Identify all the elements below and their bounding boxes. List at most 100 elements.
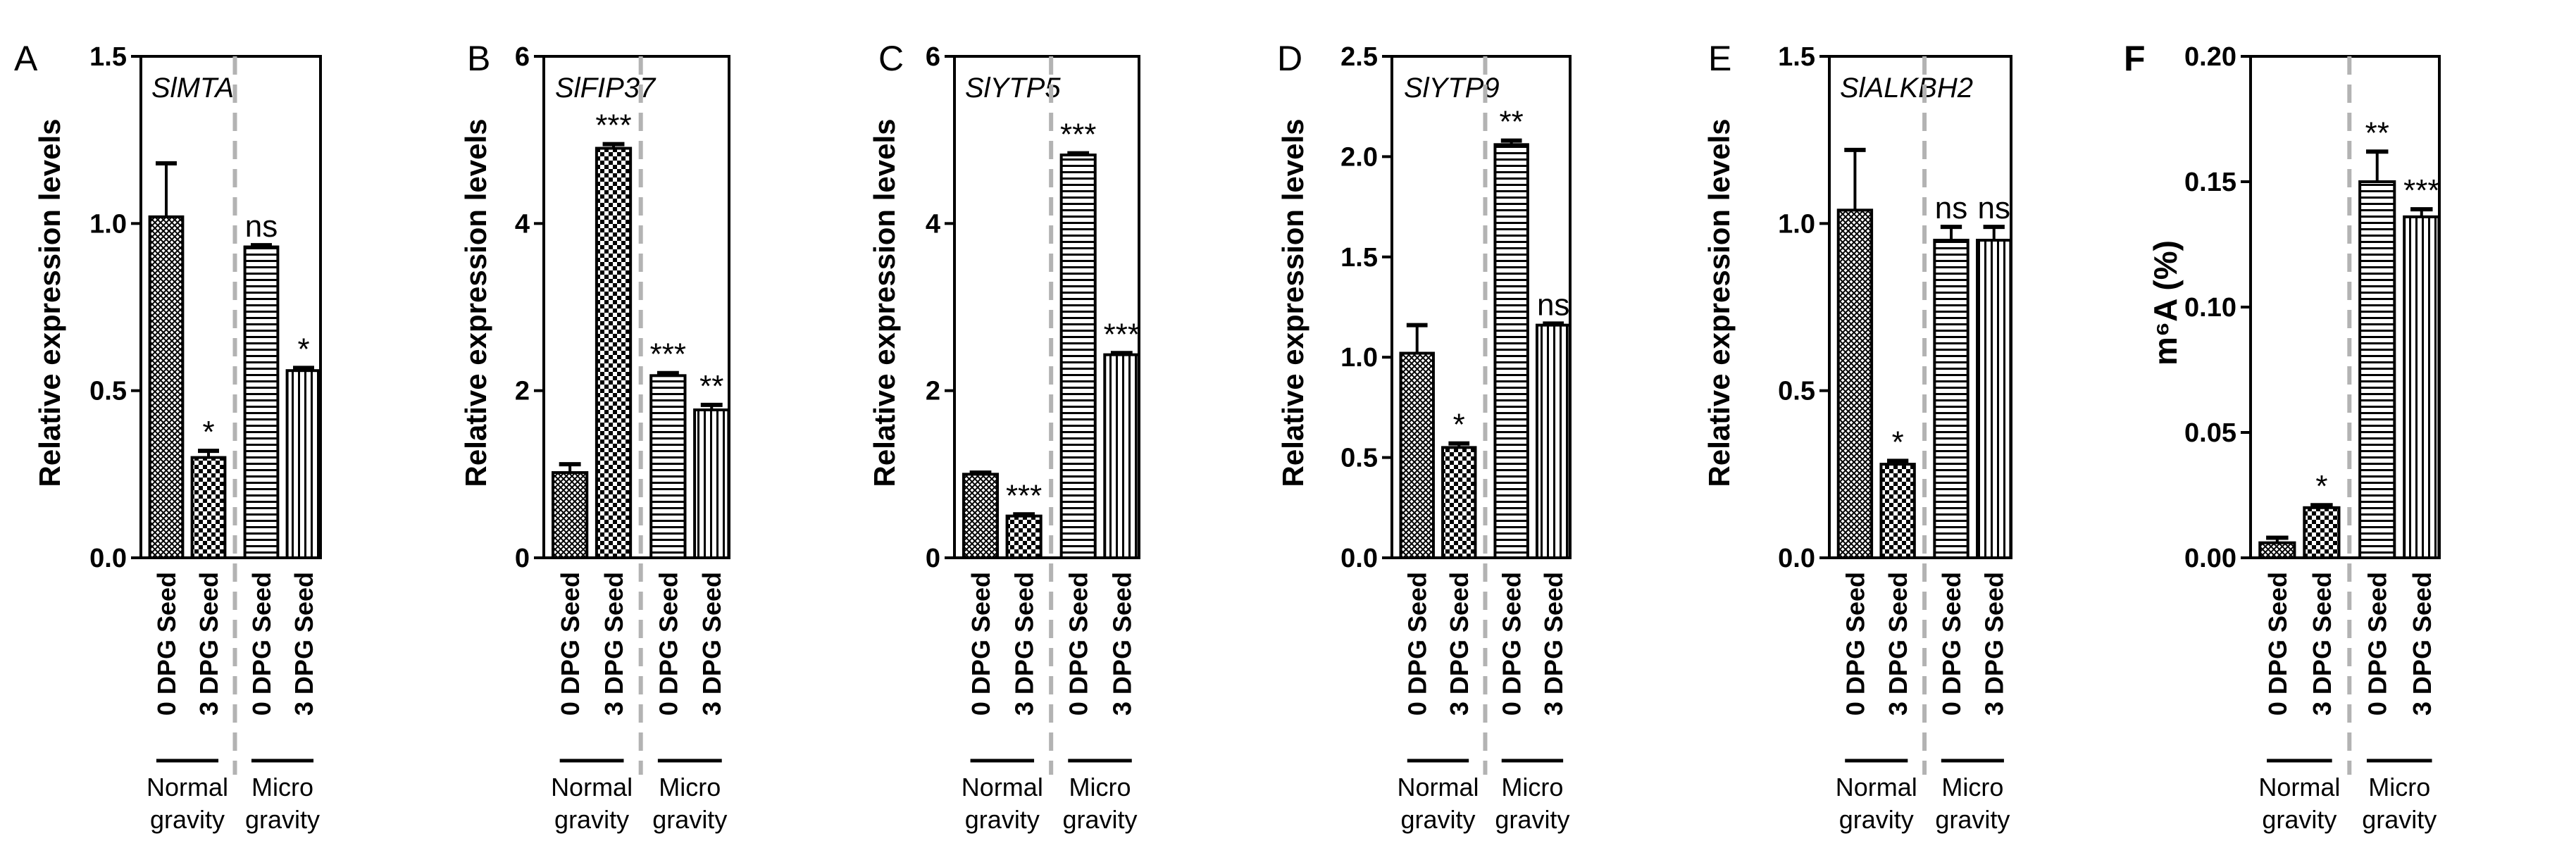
panel-f-category-label-normal-0dpg: 0 DPG Seed	[2263, 572, 2292, 716]
panel-d-group-label-micro-line1: Micro	[1501, 773, 1563, 801]
panel-c: C Relative expression levels SlYTP5 0 2 4 6…	[868, 39, 1140, 834]
panel-a: A Relative expression levels SlMTA 0.0 0.…	[14, 39, 322, 834]
panel-b-ytick-label: 4	[515, 209, 530, 239]
panel-a-ytick-label: 0.5	[89, 377, 127, 406]
panel-c-significance-micro-0dpg: ***	[1060, 118, 1096, 152]
panel-e-ylabel: Relative expression levels	[1703, 119, 1736, 487]
panel-f-significance-normal-3dpg: *	[2315, 469, 2327, 504]
panel-c-ylabel: Relative expression levels	[868, 119, 901, 487]
panel-d-category-label-normal-0dpg: 0 DPG Seed	[1403, 572, 1432, 716]
panel-f-group-label-micro-line1: Micro	[2368, 773, 2430, 801]
panel-f-bar-normal-3dpg	[2303, 506, 2341, 559]
panel-a-significance-normal-3dpg: *	[202, 415, 214, 449]
panel-e-group-label-micro-line1: Micro	[1941, 773, 2003, 801]
panel-d-bar-normal-0dpg	[1399, 351, 1435, 559]
panel-d: D Relative expression levels SlYTP9 0.00…	[1276, 39, 1572, 834]
panel-f-ylabel: m⁶A (%)	[2147, 240, 2184, 366]
panel-d-ytick-label: 2.0	[1340, 142, 1378, 172]
panel-b-category-label-micro-3dpg: 3 DPG Seed	[697, 572, 726, 716]
panel-a-significance-micro-0dpg: ns	[245, 209, 278, 244]
panel-f-ytick-label: 0.15	[2184, 168, 2236, 197]
panel-b-bar-normal-0dpg	[551, 470, 589, 560]
panel-e-bar-micro-3dpg	[1976, 239, 2012, 559]
panel-a-category-label-normal-3dpg: 3 DPG Seed	[194, 572, 223, 716]
panel-b-group-label-normal-line2: gravity	[554, 805, 629, 834]
panel-a-ytick-label: 1.0	[89, 209, 127, 239]
panel-a-letter: A	[14, 39, 38, 78]
panel-e-letter: E	[1708, 39, 1731, 78]
panel-b-category-label-micro-0dpg: 0 DPG Seed	[654, 572, 683, 716]
panel-b: B Relative expression levels SlFIP37 024…	[459, 39, 730, 834]
panel-f-significance-micro-0dpg: **	[2365, 116, 2389, 150]
panel-c-group-label-micro-line2: gravity	[1063, 805, 1138, 834]
panel-d-bar-micro-3dpg	[1535, 323, 1572, 559]
panel-f-ytick-label: 0.20	[2184, 42, 2236, 72]
panel-e-title: SlALKBH2	[1840, 73, 1973, 104]
panel-f-ytick-label: 0.10	[2184, 293, 2236, 323]
panel-b-group-label-normal-line1: Normal	[551, 773, 633, 801]
panel-e-ytick-label: 1.0	[1778, 209, 1815, 239]
panel-c-ytick-label: 0	[926, 544, 940, 573]
panel-d-bar-micro-0dpg	[1493, 143, 1529, 559]
panel-a-group-label-normal-line1: Normal	[147, 773, 228, 801]
panel-e-group-label-micro-line2: gravity	[1935, 805, 2010, 834]
panel-a-ylabel: Relative expression levels	[33, 119, 66, 487]
panel-e-bar-normal-0dpg	[1836, 208, 1874, 559]
panel-a-group-label-normal-line2: gravity	[150, 805, 225, 834]
panel-a-title: SlMTA	[151, 73, 234, 104]
panel-c-significance-micro-3dpg: ***	[1104, 317, 1140, 351]
panel-e-significance-micro-3dpg: ns	[1977, 191, 2010, 225]
panel-e-significance-normal-3dpg: *	[1892, 425, 1904, 459]
panel-c-significance-normal-3dpg: ***	[1006, 478, 1042, 513]
panel-c-letter: C	[878, 39, 904, 78]
panel-f-group-label-normal-line2: gravity	[2262, 805, 2337, 834]
panel-c-bar-micro-3dpg	[1103, 353, 1140, 559]
panel-d-frame	[1390, 55, 1572, 559]
panel-c-ytick-label: 2	[926, 377, 940, 406]
panel-d-significance-normal-3dpg: *	[1453, 408, 1465, 442]
panel-b-frame	[542, 55, 730, 559]
panel-d-ytick-label: 0.0	[1340, 544, 1378, 573]
panel-b-category-label-normal-0dpg: 0 DPG Seed	[556, 572, 585, 716]
panel-c-group-label-normal-line1: Normal	[962, 773, 1043, 801]
panel-a-bar-normal-0dpg	[148, 215, 185, 559]
panel-f-significance-micro-3dpg: ***	[2403, 173, 2439, 208]
panel-b-plot: 0 2 4 6 0 DPG Seed *** 3 DPG Seed *** 0 DPG Seed…	[515, 42, 730, 834]
panel-c-category-label-normal-0dpg: 0 DPG Seed	[966, 572, 995, 716]
panel-f-bar-normal-0dpg	[2258, 541, 2296, 560]
panel-f-group-label-normal-line1: Normal	[2258, 773, 2340, 801]
panel-b-letter: B	[467, 39, 490, 78]
panel-d-ylabel: Relative expression levels	[1276, 119, 1309, 487]
panel-e-ytick-label: 0.5	[1778, 377, 1815, 406]
panel-b-ytick-label: 2	[515, 377, 530, 406]
panel-d-category-label-normal-3dpg: 3 DPG Seed	[1445, 572, 1474, 716]
panel-f-bar-micro-3dpg	[2403, 215, 2441, 559]
panel-d-plot: 0.0 0.5 1.0 1.5 2.0 2.5 0 DPG Seed * 3 DPG Seed *…	[1340, 42, 1572, 834]
panel-a-group-label-micro-line2: gravity	[245, 805, 320, 834]
panel-a-bar-micro-3dpg	[285, 369, 322, 559]
panel-d-ytick-label: 2.5	[1340, 42, 1378, 72]
panel-f-plot: 0.00 0.05 0.10 0.15 0.20 0 DPG Seed * 3 DPG See…	[2184, 42, 2441, 834]
panel-f-bar-micro-0dpg	[2358, 180, 2396, 559]
panel-e-bar-normal-3dpg	[1879, 463, 1916, 559]
panel-e-category-label-normal-3dpg: 3 DPG Seed	[1884, 572, 1912, 716]
panel-c-bar-micro-0dpg	[1059, 154, 1097, 559]
panel-d-bar-normal-3dpg	[1441, 446, 1477, 559]
panel-c-bar-normal-3dpg	[1005, 514, 1043, 560]
panel-a-category-label-micro-3dpg: 3 DPG Seed	[290, 572, 318, 716]
panel-d-category-label-micro-3dpg: 3 DPG Seed	[1539, 572, 1568, 716]
panel-a-plot: 0.0 0.5 1.0 1.5 0 DPG Seed * 3 DPG Seed ns 0 DPG…	[89, 42, 322, 834]
panel-e-ytick-label: 0.0	[1778, 544, 1815, 573]
panel-f-group-label-micro-line2: gravity	[2362, 805, 2437, 834]
panel-a-frame	[139, 55, 322, 559]
panel-d-group-label-normal-line2: gravity	[1400, 805, 1475, 834]
panel-a-category-label-micro-0dpg: 0 DPG Seed	[247, 572, 276, 716]
panel-e-category-label-normal-0dpg: 0 DPG Seed	[1841, 572, 1869, 716]
panel-b-ytick-label: 6	[515, 42, 530, 72]
panel-a-ytick-label: 1.5	[89, 42, 127, 72]
panel-a-ytick-label: 0.0	[89, 544, 127, 573]
panel-f-ytick-label: 0.00	[2184, 544, 2236, 573]
panel-c-group-label-micro-line1: Micro	[1069, 773, 1131, 801]
panel-b-category-label-normal-3dpg: 3 DPG Seed	[599, 572, 628, 716]
